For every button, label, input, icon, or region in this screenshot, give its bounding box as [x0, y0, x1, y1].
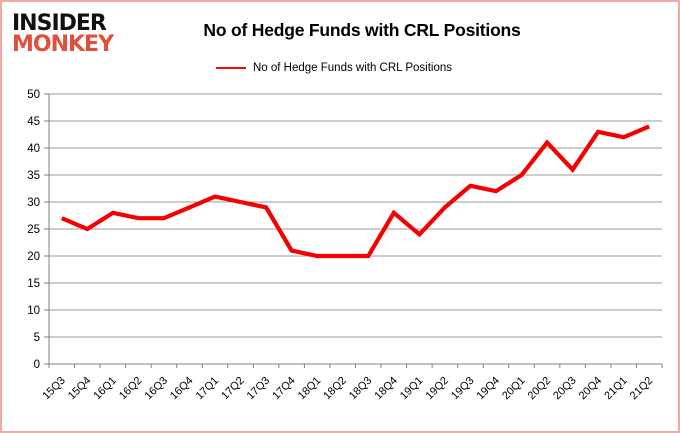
x-tick-label: 20Q3 [551, 375, 579, 403]
x-tick-label: 20Q4 [577, 375, 605, 403]
x-tick-label: 19Q1 [398, 375, 426, 403]
x-tick-label: 17Q3 [245, 375, 273, 403]
legend-line-swatch [215, 67, 246, 69]
logo-line-monkey: MONKEY [12, 31, 114, 57]
x-tick-label: 20Q1 [500, 375, 528, 403]
y-tick-label: 25 [27, 224, 40, 236]
y-tick-label: 35 [27, 170, 40, 182]
x-tick-label: 19Q3 [449, 375, 477, 403]
x-tick-label: 20Q2 [526, 375, 554, 403]
x-tick-label: 21Q1 [602, 375, 630, 403]
x-tick-label: 21Q2 [628, 375, 656, 403]
y-tick-label: 20 [27, 251, 40, 263]
x-tick-label: 18Q3 [347, 375, 375, 403]
y-tick-label: 50 [27, 89, 40, 101]
x-tick-label: 16Q4 [168, 375, 196, 403]
x-tick-label: 16Q2 [117, 375, 145, 403]
chart-legend: No of Hedge Funds with CRL Positions [49, 62, 619, 74]
y-tick-label: 45 [27, 116, 40, 128]
x-tick-label: 17Q4 [270, 375, 298, 403]
x-tick-label: 18Q2 [321, 375, 349, 403]
y-tick-label: 0 [34, 359, 40, 371]
y-tick-label: 5 [34, 332, 40, 344]
y-tick-label: 15 [27, 278, 40, 290]
legend-label: No of Hedge Funds with CRL Positions [252, 62, 452, 74]
x-tick-label: 19Q2 [423, 375, 451, 403]
y-tick-label: 10 [27, 305, 40, 317]
series-line [60, 124, 651, 259]
y-tick-label: 30 [27, 197, 40, 209]
x-tick-label: 16Q1 [91, 375, 119, 403]
x-tick-label: 16Q3 [143, 375, 171, 403]
logo-line-insider: INSIDER [12, 11, 107, 36]
x-tick-label: 18Q4 [372, 375, 400, 403]
x-tick-label: 18Q1 [296, 375, 324, 403]
x-tick-label: 17Q1 [194, 375, 222, 403]
insider-monkey-logo: INSIDER MONKEY [12, 11, 142, 57]
y-tick-label: 40 [27, 143, 40, 155]
x-tick-label: 19Q4 [475, 375, 503, 403]
x-tick-label: 17Q2 [219, 375, 247, 403]
x-tick-label: 15Q4 [66, 375, 94, 403]
x-tick-label: 15Q3 [40, 375, 68, 403]
chart-title: No of Hedge Funds with CRL Positions [203, 20, 521, 40]
